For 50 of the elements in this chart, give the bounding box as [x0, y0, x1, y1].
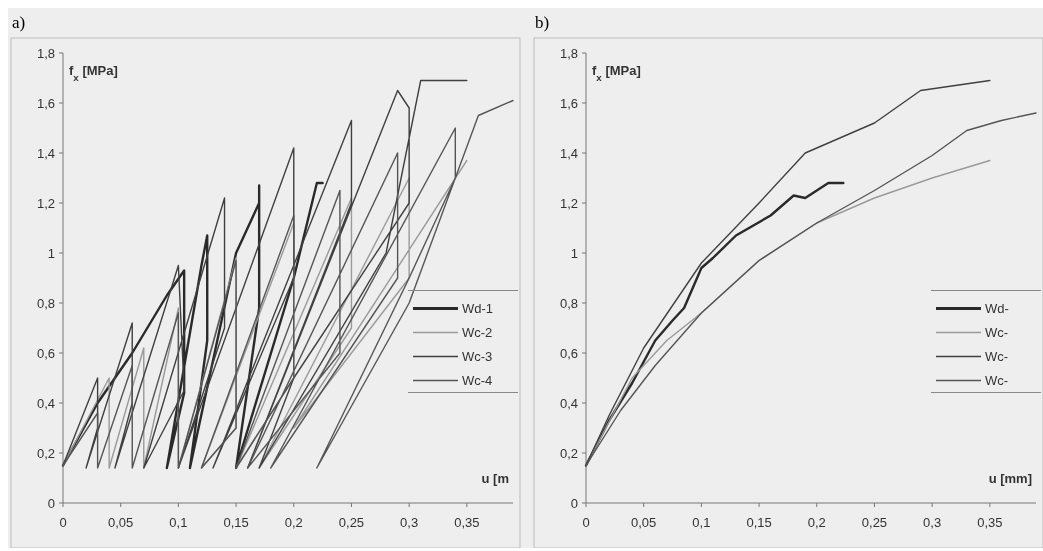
- x-tick-label: 0,2: [284, 515, 303, 530]
- y-tick-label: 1,8: [36, 45, 55, 61]
- y-tick-label: 1,8: [559, 45, 578, 61]
- chart-title: a): [12, 13, 26, 32]
- y-tick-label: 0,4: [559, 395, 578, 411]
- legend-label: Wd-: [985, 301, 1009, 317]
- y-tick-label: 1,2: [36, 195, 55, 211]
- x-tick-label: 0,1: [169, 515, 188, 530]
- x-tick-label: 0: [59, 515, 67, 530]
- x-tick-label: 0,2: [807, 515, 826, 530]
- legend-label: Wd-1: [462, 301, 494, 317]
- y-tick-label: 1,2: [559, 195, 578, 211]
- y-tick-label: 0,2: [559, 445, 578, 461]
- x-tick-label: 0,15: [746, 515, 772, 530]
- y-tick-label: 1,6: [559, 95, 578, 111]
- y-tick-label: 0: [47, 495, 55, 511]
- y-axis-title: f$_{x}$ [MPa]: [592, 63, 641, 83]
- y-tick-label: 0: [570, 495, 578, 511]
- y-tick-label: 1,6: [36, 95, 55, 111]
- x-tick-label: 0,3: [400, 515, 419, 530]
- x-axis-title: u [mm]: [988, 471, 1032, 486]
- x-tick-label: 0,15: [223, 515, 249, 530]
- x-tick-label: 0,3: [923, 515, 942, 530]
- y-tick-label: 0,6: [36, 345, 55, 361]
- x-tick-label: 0,35: [454, 515, 480, 530]
- y-tick-label: 1: [47, 245, 55, 261]
- y-tick-label: 0,8: [36, 295, 55, 311]
- legend-label: Wc-: [985, 349, 1009, 365]
- x-tick-label: 0,35: [977, 515, 1003, 530]
- y-axis-title: f$_{x}$ [MPa]: [69, 63, 118, 83]
- y-tick-label: 0,2: [36, 445, 55, 461]
- x-tick-label: 0,05: [108, 515, 134, 530]
- y-tick-label: 0,6: [559, 345, 578, 361]
- y-tick-label: 1,4: [559, 145, 578, 161]
- x-tick-label: 0: [582, 515, 590, 530]
- y-tick-label: 1,4: [36, 145, 55, 161]
- y-tick-label: 0,8: [559, 295, 578, 311]
- x-tick-label: 0,25: [338, 515, 365, 530]
- x-axis-title: u [m: [481, 471, 509, 486]
- x-tick-label: 0,25: [861, 515, 888, 530]
- legend-label: Wc-2: [462, 325, 493, 341]
- legend-label: Wc-: [985, 373, 1009, 389]
- legend-label: Wc-: [985, 325, 1009, 341]
- y-tick-label: 0,4: [36, 395, 55, 411]
- y-tick-label: 1: [570, 245, 578, 261]
- x-tick-label: 0,05: [631, 515, 657, 530]
- chart-title: b): [535, 13, 550, 32]
- legend-label: Wc-3: [462, 349, 493, 365]
- legend-label: Wc-4: [462, 373, 493, 389]
- x-tick-label: 0,1: [692, 515, 711, 530]
